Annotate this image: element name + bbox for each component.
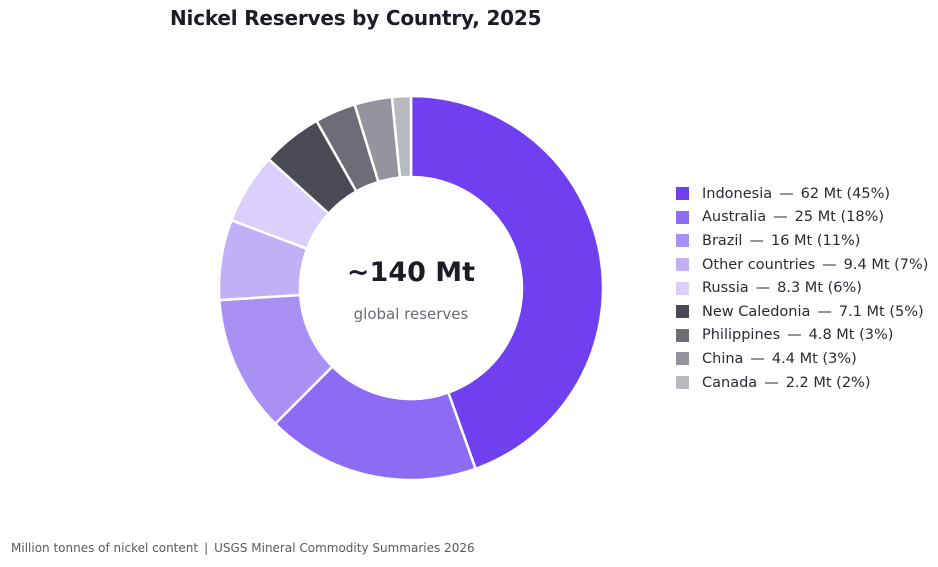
- donut-slice-indonesia: [409, 94, 605, 471]
- legend-label: New Caledonia: [702, 303, 811, 320]
- legend-item: Australia — 25 Mt (18%): [676, 206, 928, 230]
- legend-label: Other countries: [702, 256, 816, 273]
- legend-dash: —: [779, 185, 794, 202]
- legend-swatch: [676, 352, 689, 366]
- legend-item: Brazil — 16 Mt (11%): [676, 229, 928, 253]
- legend-value: 16 Mt: [770, 232, 813, 249]
- legend-percent: (2%): [836, 374, 871, 391]
- legend-swatch: [676, 376, 689, 390]
- legend-value: 4.8 Mt: [808, 327, 855, 344]
- legend-percent: (11%): [816, 232, 861, 249]
- legend-percent: (45%): [846, 185, 891, 202]
- legend-value: 7.1 Mt: [838, 303, 885, 320]
- legend-dash: —: [750, 350, 765, 367]
- legend-dash: —: [773, 209, 788, 226]
- legend-value: 25 Mt: [794, 209, 836, 226]
- legend-item: New Caledonia — 7.1 Mt (5%): [676, 300, 928, 324]
- legend-value: 62 Mt: [800, 185, 842, 202]
- legend-swatch: [676, 281, 689, 295]
- legend-item: Philippines — 4.8 Mt (3%): [676, 324, 928, 348]
- legend-item: China — 4.4 Mt (3%): [676, 347, 928, 371]
- legend-label: Brazil: [702, 232, 743, 249]
- center-value: ~140 Mt: [347, 257, 475, 288]
- footer-unit-note: Million tonnes of nickel content: [11, 541, 199, 555]
- legend-percent: (6%): [827, 280, 862, 297]
- legend-item: Russia — 8.3 Mt (6%): [676, 276, 928, 300]
- legend-label: Australia: [702, 209, 767, 226]
- legend-percent: (3%): [822, 350, 857, 367]
- legend-percent: (3%): [859, 327, 894, 344]
- legend-label: Philippines: [702, 327, 781, 344]
- legend-swatch: [676, 258, 689, 272]
- legend-percent: (7%): [894, 256, 929, 273]
- legend-dash: —: [764, 374, 779, 391]
- donut-slices: [217, 94, 605, 482]
- legend-value: 2.2 Mt: [785, 374, 832, 391]
- legend-dash: —: [822, 256, 837, 273]
- legend-percent: (18%): [840, 209, 885, 226]
- legend-item: Indonesia — 62 Mt (45%): [676, 182, 928, 206]
- legend-label: Canada: [702, 374, 758, 391]
- legend-swatch: [676, 210, 689, 224]
- legend-swatch: [676, 328, 689, 342]
- footer: Million tonnes of nickel content | USGS Mi…: [11, 541, 475, 555]
- legend-swatch: [676, 305, 689, 319]
- legend-value: 8.3 Mt: [777, 280, 824, 297]
- legend-value: 4.4 Mt: [771, 350, 818, 367]
- legend-label: Indonesia: [702, 185, 773, 202]
- chart-title: Nickel Reserves by Country, 2025: [170, 6, 542, 30]
- footer-source: USGS Mineral Commodity Summaries 2026: [214, 541, 475, 555]
- legend-dash: —: [787, 327, 802, 344]
- legend-dash: —: [755, 280, 771, 297]
- legend: Indonesia —62 Mt (45%) Australia —25 Mt (18…: [676, 182, 928, 394]
- legend-item: Canada — 2.2 Mt (2%): [676, 371, 928, 395]
- legend-label: China: [702, 350, 744, 367]
- center-label: global reserves: [354, 305, 469, 323]
- legend-dash: —: [817, 303, 832, 320]
- legend-swatch: [676, 234, 689, 248]
- legend-value: 9.4 Mt: [843, 256, 890, 273]
- legend-percent: (5%): [889, 303, 924, 320]
- footer-separator: |: [204, 541, 209, 555]
- legend-label: Russia: [702, 280, 749, 297]
- legend-swatch: [676, 187, 689, 201]
- legend-dash: —: [749, 232, 764, 249]
- donut-slice-canada: [390, 94, 413, 179]
- legend-item: Other countries — 9.4 Mt (7%): [676, 253, 928, 277]
